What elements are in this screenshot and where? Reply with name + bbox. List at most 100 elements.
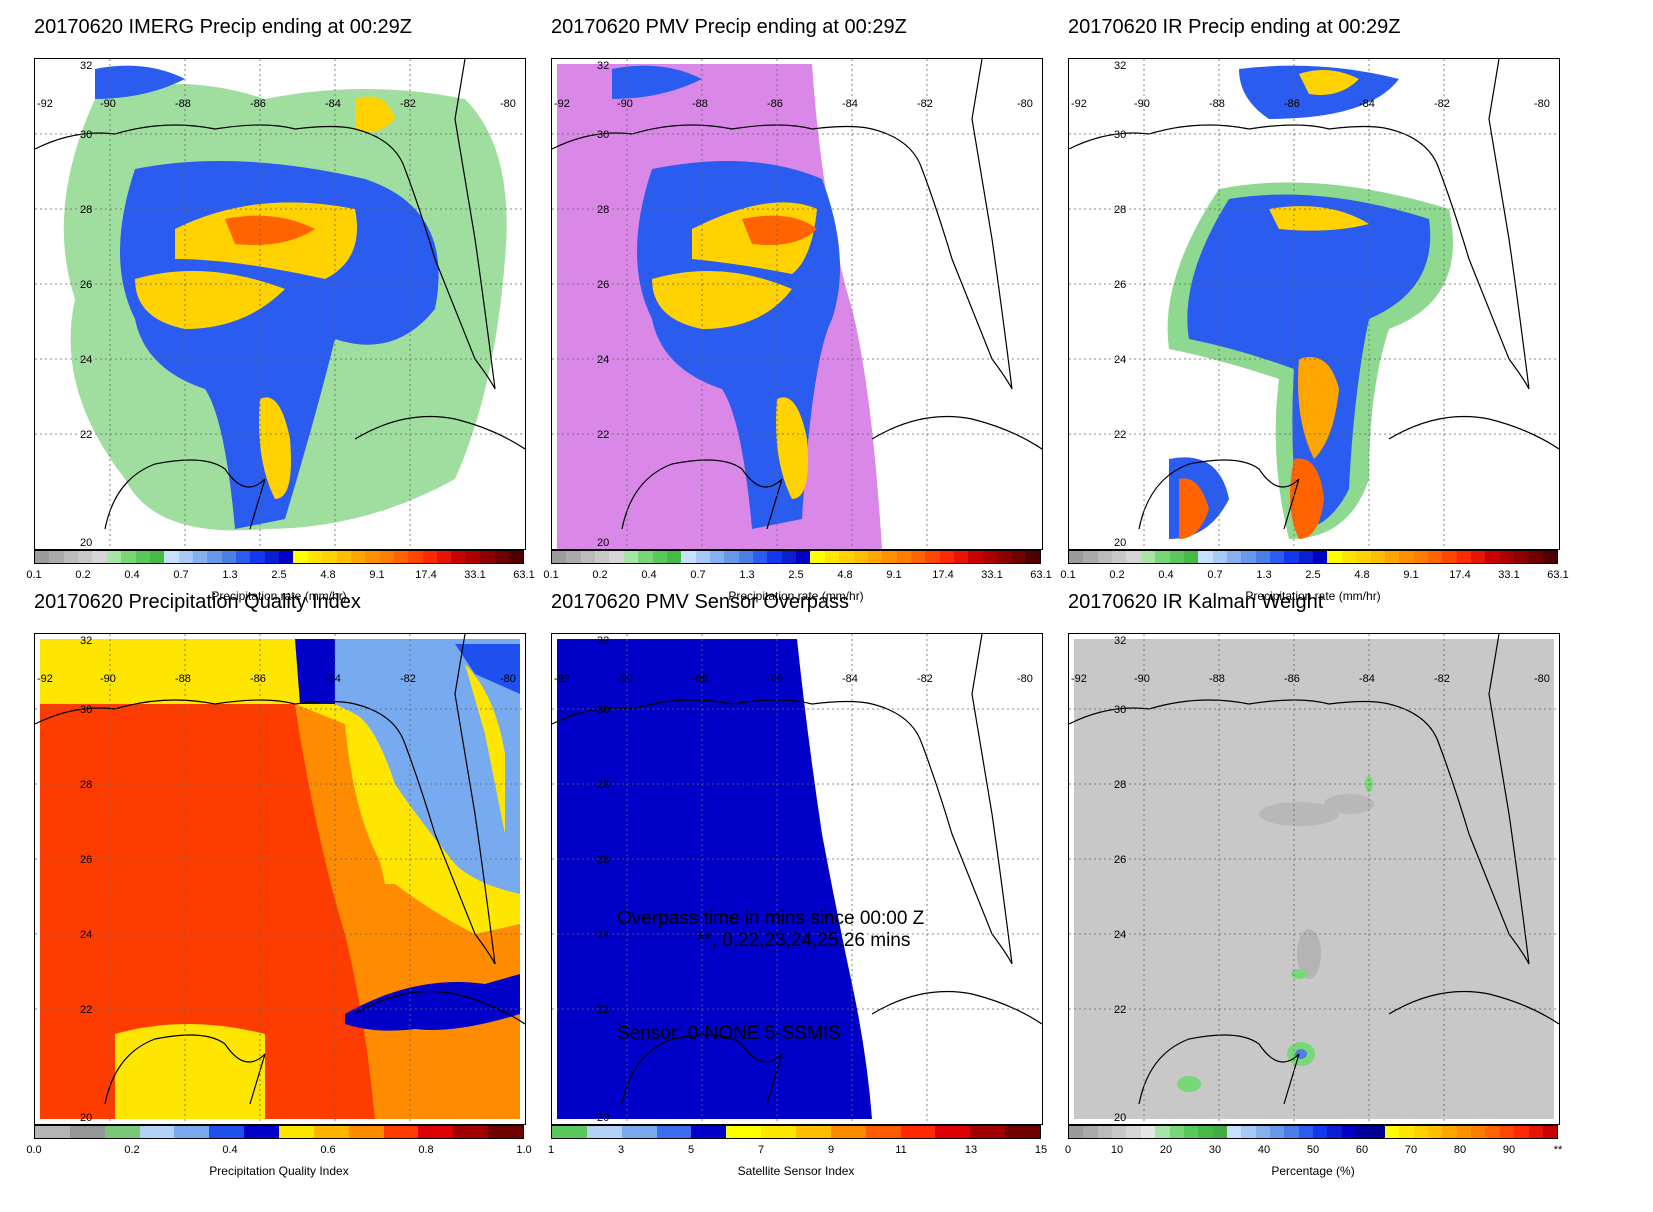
colorbar-tick-label: **	[1553, 1144, 1563, 1156]
colorbar-tick-label: 0.4	[641, 569, 657, 581]
lon-label: -92	[37, 98, 53, 110]
colorbar-swatch	[810, 551, 825, 563]
colorbar-swatch	[49, 551, 64, 563]
colorbar-swatch	[221, 551, 237, 563]
map-pmv: 32 30 28 26 24 22 20 -92 -90 -88 -86 -84…	[551, 58, 1043, 550]
colorbar-swatch	[279, 551, 294, 563]
colorbar-swatch	[1456, 551, 1472, 563]
colorbar-swatch	[207, 551, 222, 563]
colorbar-swatch	[1198, 1126, 1213, 1138]
colorbar-swatch	[1083, 551, 1098, 563]
lat-label: 26	[80, 854, 92, 866]
colorbar-tick-label: 0.7	[173, 569, 189, 581]
map-ir: 32 30 28 26 24 22 20 -92 -90 -88 -86 -84…	[1068, 58, 1560, 550]
lon-labels: -92 -90 -88 -86 -84 -82 -80	[1071, 673, 1550, 685]
colorbar-swatch	[307, 551, 323, 563]
lon-label: -92	[1071, 673, 1087, 685]
imerg-panel: 20170620 IMERG Precip ending at 00:29Z	[0, 0, 534, 603]
lon-label: -90	[100, 673, 116, 685]
lon-label: -90	[617, 673, 633, 685]
lat-labels: 32 30 28 26 24 22 20	[1114, 635, 1126, 1124]
lat-label: 30	[1114, 704, 1126, 716]
colorbar-tick-label: 4.8	[837, 569, 853, 581]
colorbar-swatch	[1471, 1126, 1486, 1138]
colorbar-swatch	[1155, 1126, 1170, 1138]
colorbar-swatch	[1356, 551, 1371, 563]
map-imerg: 32 30 28 26 24 22 20 -92 -90 -88 -86 -84…	[34, 58, 526, 550]
colorbar-swatch	[1341, 1126, 1357, 1138]
colorbar-tick-label: 2.5	[1305, 569, 1321, 581]
sensor-key-label: Sensor: 0-NONE 5-SSMIS	[617, 1023, 841, 1044]
colorbar-swatch	[781, 551, 797, 563]
lat-label: 28	[597, 779, 609, 791]
colorbar-tick-label: 1.3	[222, 569, 238, 581]
colorbar-tick-label: 30	[1208, 1144, 1222, 1156]
colorbar-tick-label: 10	[1110, 1144, 1124, 1156]
colorbar-swatch	[313, 1126, 349, 1138]
colorbar-swatch	[1485, 551, 1500, 563]
lat-label: 32	[80, 635, 92, 647]
colorbar-tick-label: 0.7	[1207, 569, 1223, 581]
colorbar-tick-label: 1.0	[516, 1144, 532, 1156]
lat-label: 20	[1114, 1112, 1126, 1124]
coastline	[35, 59, 525, 530]
colorbar	[551, 550, 1041, 564]
colorbar-tick-label: 17.4	[932, 569, 954, 581]
lat-label: 22	[80, 429, 92, 441]
lat-labels: 32 30 28 26 24 22 20	[1114, 60, 1126, 549]
colorbar-label: Satellite Sensor Index	[737, 1164, 855, 1178]
colorbar-swatch	[1370, 551, 1385, 563]
colorbar-tick-label: 50	[1306, 1144, 1320, 1156]
sensor-panel: 20170620 PMV Sensor Overpass 32 30 28 26	[517, 575, 1047, 1178]
colorbar-swatch	[164, 551, 179, 563]
graticule	[552, 59, 1042, 549]
pmv-panel: 20170620 PMV Precip ending at 00:29Z	[517, 0, 1051, 603]
lat-label: 22	[1114, 1004, 1126, 1016]
colorbar-swatch	[865, 1126, 901, 1138]
lon-label: -84	[1359, 673, 1375, 685]
colorbar-label: Precipitation rate (mm/hr)	[728, 589, 864, 603]
colorbar	[1068, 1125, 1558, 1139]
colorbar-swatch	[656, 1126, 692, 1138]
graticule	[35, 59, 525, 549]
colorbar-swatch	[135, 551, 150, 563]
graticule	[1069, 634, 1559, 1124]
lon-label: -88	[692, 673, 708, 685]
colorbar-swatch	[1212, 1126, 1227, 1138]
lon-label: -90	[100, 98, 116, 110]
colorbar-swatch	[149, 551, 165, 563]
colorbar-swatch	[1471, 551, 1486, 563]
colorbar-swatch	[609, 551, 624, 563]
colorbar-swatch	[1384, 1126, 1400, 1138]
colorbar-swatch	[1399, 551, 1414, 563]
colorbar-swatch	[1241, 551, 1256, 563]
colorbar-swatch	[939, 551, 955, 563]
colorbar-swatch	[35, 551, 50, 563]
map-sensor: 32 30 28 26 24 22 20 -92 -90 -88 -86 -84…	[551, 633, 1043, 1125]
colorbar-swatch	[236, 551, 251, 563]
colorbar-swatch	[63, 551, 79, 563]
lon-label: -82	[400, 98, 416, 110]
colorbar-swatch	[379, 551, 394, 563]
lat-label: 24	[80, 354, 92, 366]
coastline	[35, 634, 525, 1105]
colorbar-ticks: 0.1 0.2 0.4 0.7 1.3 2.5 4.8 9.1 17.4 33.1 63.1	[543, 569, 1051, 583]
panel-title: 20170620 IMERG Precip ending at 00:29Z	[34, 16, 413, 38]
lon-label: -86	[250, 673, 266, 685]
colorbar-swatch	[1284, 551, 1299, 563]
colorbar-tick-label: 4.8	[1354, 569, 1370, 581]
colorbar-tick-label: 63.1	[513, 569, 535, 581]
colorbar-swatch	[1212, 551, 1227, 563]
lon-label: -82	[1434, 673, 1450, 685]
colorbar-swatch	[681, 551, 696, 563]
colorbar-swatch	[882, 551, 897, 563]
colorbar-swatch	[1514, 1126, 1529, 1138]
colorbar-swatch	[264, 551, 280, 563]
colorbar-swatch	[365, 551, 380, 563]
coastline	[1069, 59, 1559, 530]
lon-label: -90	[1134, 98, 1150, 110]
colorbar-ticks: 0.0 0.2 0.4 0.6 0.8 1.0	[26, 1144, 531, 1158]
lon-label: -88	[692, 98, 708, 110]
colorbar-swatch	[1499, 551, 1515, 563]
colorbar-swatch	[968, 551, 983, 563]
